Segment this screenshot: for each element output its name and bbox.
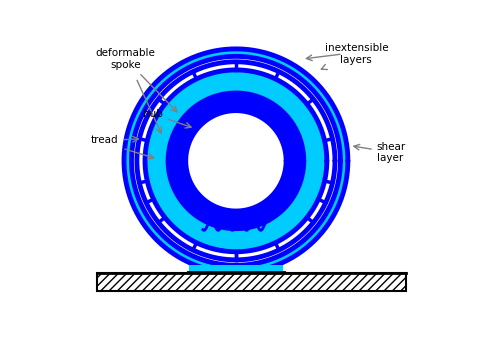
Polygon shape [145,70,327,252]
Text: shear
layer: shear layer [354,142,406,163]
Text: tread: tread [91,135,138,145]
Polygon shape [137,62,335,260]
Text: hub: hub [143,109,191,128]
Bar [189,265,283,273]
Text: deformable
spoke: deformable spoke [96,48,177,112]
Bar [97,273,406,291]
Polygon shape [124,49,348,273]
Text: inextensible
layers: inextensible layers [321,43,388,69]
Circle shape [186,110,286,211]
Polygon shape [168,93,304,229]
